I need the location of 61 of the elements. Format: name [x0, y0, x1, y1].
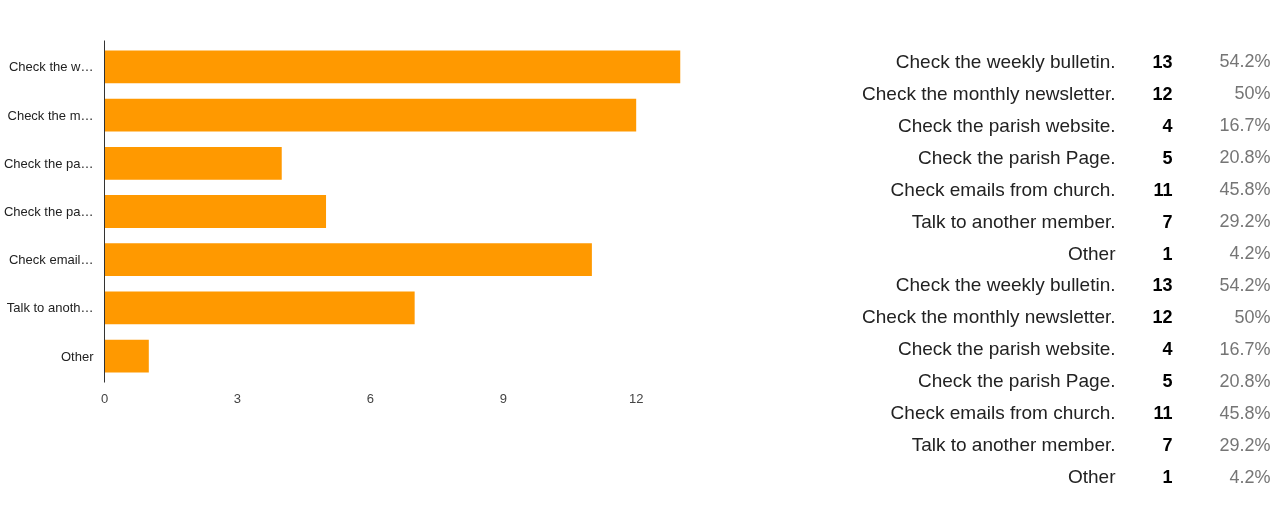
bar [104, 339, 149, 373]
data-label: 54.2% [1219, 274, 1271, 295]
bar [104, 291, 415, 325]
data-label: 4 [1162, 115, 1173, 136]
data-label: 7 [1162, 211, 1173, 232]
category-label: Talk to another member. [911, 434, 1116, 456]
data-label: 16.7% [1219, 115, 1271, 136]
x-tick-label: 12 [628, 390, 644, 406]
data-label: 45.8% [1219, 179, 1271, 200]
data-label: 50% [1234, 83, 1271, 104]
data-label: 13 [1152, 51, 1173, 72]
category-label: Check the monthly newsletter. [862, 306, 1116, 328]
y-tick-label: Check the m… [7, 107, 94, 123]
category-label: Check the parish website. [897, 114, 1116, 136]
data-label: 20.8% [1219, 147, 1271, 168]
data-label: 7 [1162, 435, 1173, 456]
category-label: Other [1067, 242, 1117, 264]
data-label: 4 [1162, 339, 1173, 360]
data-label: 20.8% [1219, 370, 1271, 391]
x-tick-label: 0 [100, 390, 109, 406]
category-label: Check the weekly bulletin. [895, 274, 1116, 296]
category-label: Check emails from church. [890, 402, 1116, 424]
bar [104, 146, 282, 180]
x-tick-label: 9 [499, 390, 507, 406]
category-label: Check the weekly bulletin. [895, 50, 1116, 72]
y-tick-label: Check email… [8, 252, 94, 268]
category-label: Other [1067, 466, 1117, 488]
y-tick-label: Check the pa… [3, 155, 94, 171]
category-label: Check the parish Page. [917, 146, 1116, 168]
data-label: 29.2% [1219, 211, 1271, 232]
data-label: 4.2% [1229, 243, 1271, 264]
category-label: Check the parish Page. [917, 370, 1116, 392]
bar [104, 50, 681, 84]
data-label: 11 [1153, 403, 1173, 424]
bar [104, 98, 637, 132]
data-label: 45.8% [1219, 402, 1271, 423]
data-label: 13 [1152, 275, 1173, 296]
data-label: 4.2% [1229, 466, 1271, 487]
category-label: Check the monthly newsletter. [862, 82, 1116, 104]
x-tick-label: 3 [233, 390, 242, 406]
bar [104, 243, 592, 277]
data-label: 12 [1152, 307, 1173, 328]
data-label: 5 [1162, 371, 1173, 392]
data-label: 54.2% [1219, 51, 1271, 72]
data-label: 29.2% [1219, 434, 1271, 455]
y-tick-label: Other [60, 348, 95, 364]
data-label: 50% [1234, 306, 1271, 327]
data-label: 12 [1152, 83, 1173, 104]
data-label: 1 [1162, 243, 1173, 264]
category-label: Check the parish website. [897, 338, 1116, 360]
bar [104, 195, 327, 228]
data-label: 11 [1153, 179, 1173, 200]
category-label: Talk to another member. [911, 210, 1116, 232]
category-label: Check emails from church. [890, 178, 1116, 200]
x-tick-label: 6 [366, 390, 374, 406]
data-label: 16.7% [1219, 338, 1271, 359]
y-tick-label: Talk to anoth… [6, 300, 94, 316]
y-tick-label: Check the w… [8, 59, 94, 75]
data-label: 5 [1162, 147, 1173, 168]
y-tick-label: Check the pa… [3, 204, 94, 219]
data-label: 1 [1162, 467, 1173, 488]
